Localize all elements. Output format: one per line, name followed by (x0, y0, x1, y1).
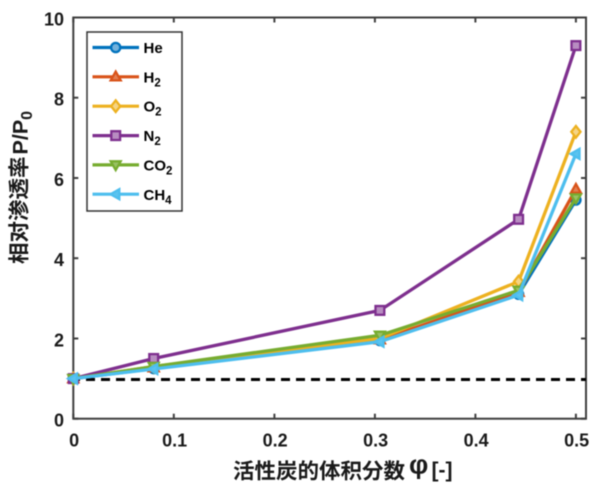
svg-text:0.1: 0.1 (162, 431, 187, 451)
svg-text:[-]: [-] (432, 459, 453, 482)
svg-text:CO2: CO2 (144, 157, 173, 177)
svg-text:6: 6 (54, 170, 64, 190)
svg-text:4: 4 (54, 250, 64, 270)
svg-text:2: 2 (54, 331, 64, 351)
svg-text:8: 8 (54, 90, 64, 110)
svg-text:0.4: 0.4 (464, 431, 489, 451)
svg-text:CH4: CH4 (144, 187, 173, 207)
svg-text:10: 10 (44, 10, 64, 30)
svg-text:φ: φ (409, 450, 428, 480)
svg-text:0.3: 0.3 (363, 431, 388, 451)
svg-text:0: 0 (54, 411, 64, 431)
svg-text:0.2: 0.2 (263, 431, 288, 451)
svg-text:He: He (144, 40, 163, 57)
svg-text:0.5: 0.5 (564, 431, 589, 451)
svg-text:0: 0 (69, 431, 79, 451)
